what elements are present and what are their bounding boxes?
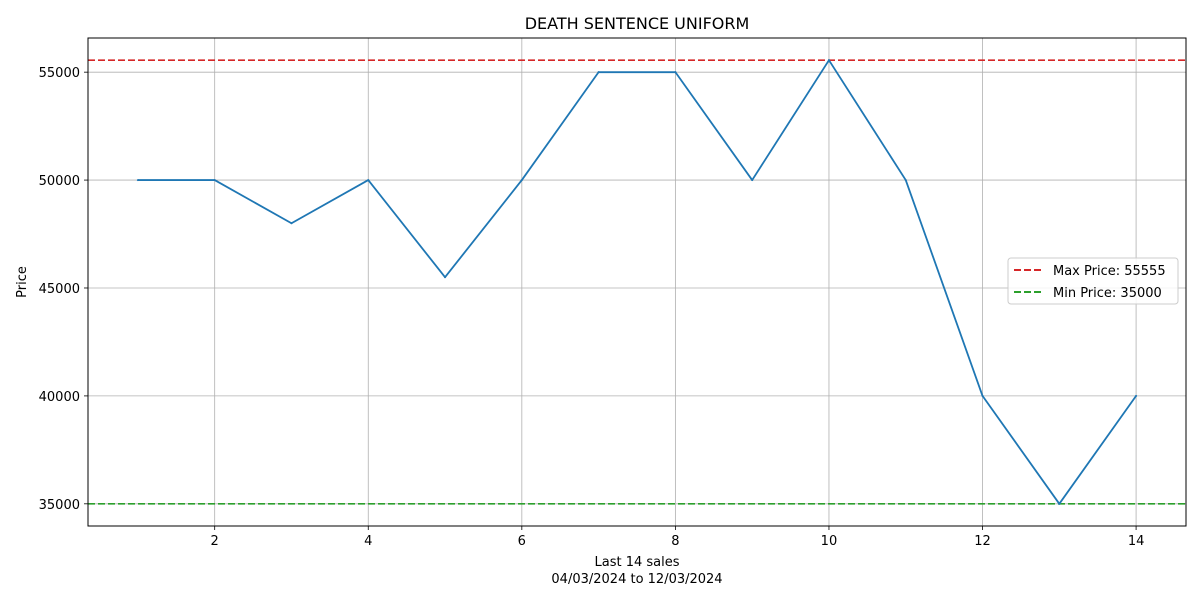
- legend-box: [1007, 257, 1179, 305]
- price-series-line: [137, 59, 1137, 505]
- legend-label-min-price: Min Price: 35000: [1053, 286, 1162, 301]
- y-tick-label: 45000: [39, 282, 80, 297]
- x-tick-label: 2: [211, 534, 219, 549]
- data-point: [751, 179, 754, 182]
- data-point: [827, 59, 830, 62]
- reference-lines: [88, 59, 1186, 505]
- legend-label-max-price: Max Price: 55555: [1053, 264, 1166, 279]
- x-tick-label: 6: [518, 534, 526, 549]
- y-tick-label: 40000: [39, 390, 80, 405]
- data-point: [674, 71, 677, 74]
- x-tick-label: 8: [671, 534, 679, 549]
- x-axis-label: Last 14 sales: [594, 555, 679, 570]
- axis-ticks: 2 4 6 8 10 12 14 35000 40000 45000 50000 55000: [39, 66, 1145, 549]
- x-tick-label: 4: [364, 534, 372, 549]
- plot-area-frame: [87, 37, 1187, 527]
- data-point: [1058, 502, 1061, 505]
- legend: Max Price: 55555 Min Price: 35000: [1007, 257, 1179, 305]
- data-point: [136, 179, 139, 182]
- y-tick-label: 35000: [39, 498, 80, 513]
- data-point: [520, 179, 523, 182]
- data-point: [444, 276, 447, 279]
- chart-title: DEATH SENTENCE UNIFORM: [525, 14, 750, 33]
- series-layer: [136, 59, 1138, 505]
- y-tick-label: 50000: [39, 174, 80, 189]
- data-point: [290, 222, 293, 225]
- data-point: [213, 179, 216, 182]
- y-tick-label: 55000: [39, 66, 80, 81]
- data-point: [981, 394, 984, 397]
- x-tick-label: 10: [821, 534, 838, 549]
- x-tick-label: 12: [974, 534, 991, 549]
- x-tick-label: 14: [1128, 534, 1145, 549]
- data-point: [904, 179, 907, 182]
- y-axis-label: Price: [15, 266, 30, 298]
- data-point: [597, 71, 600, 74]
- data-point: [367, 179, 370, 182]
- x-axis-sublabel: 04/03/2024 to 12/03/2024: [551, 572, 722, 587]
- data-point: [1135, 394, 1138, 397]
